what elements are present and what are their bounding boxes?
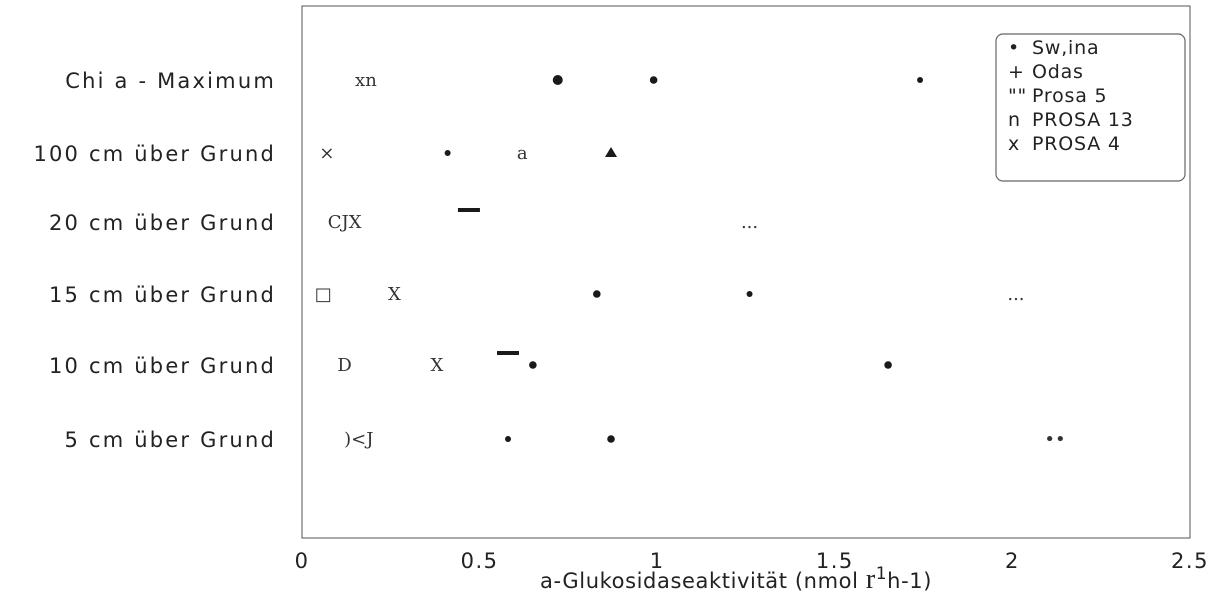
- data-point: [649, 76, 658, 84]
- data-point: xn: [355, 70, 377, 91]
- data-point: ••: [1044, 429, 1065, 450]
- legend-symbol: +: [1008, 61, 1025, 83]
- category-label: 5 cm über Grund: [65, 428, 276, 452]
- x-axis-title-unit: r: [866, 564, 876, 595]
- data-point: [505, 436, 512, 442]
- data-point: [529, 361, 537, 369]
- data-point: [607, 435, 615, 443]
- x-tick-label: 0.5: [461, 549, 499, 573]
- data-point: a: [517, 143, 528, 164]
- legend-label: PROSA 13: [1032, 109, 1134, 131]
- data-point: [917, 77, 924, 83]
- data-point: [605, 147, 618, 157]
- data-point: ×: [319, 143, 334, 164]
- x-axis-title-main: a-Glukosidaseaktivität (nmol: [540, 569, 859, 593]
- legend-entries: • Sw,ina + Odas"" Prosa 5 n PROSA 13 x PROSA 4: [1008, 37, 1134, 155]
- data-point: X: [388, 284, 401, 305]
- legend-label: Prosa 5: [1032, 85, 1107, 107]
- category-label: 15 cm über Grund: [49, 283, 276, 307]
- x-axis-title: a-Glukosidaseaktivität (nmol r1h-1): [540, 564, 932, 595]
- data-point: [884, 361, 892, 369]
- data-point: [457, 208, 480, 212]
- category-label: 10 cm über Grund: [49, 354, 276, 378]
- x-tick-label: 1.5: [816, 549, 854, 573]
- data-point: □: [315, 284, 332, 305]
- data-point: [552, 75, 563, 85]
- category-labels: Chi a - Maximum 100 cm über Grund 20 cm üb…: [33, 69, 276, 452]
- legend-symbol: "": [1008, 85, 1027, 107]
- data-point: ...: [1007, 284, 1024, 305]
- x-tick-label: 2.5: [1171, 549, 1209, 573]
- legend-label: Odas: [1032, 61, 1084, 83]
- category-label: Chi a - Maximum: [65, 69, 276, 93]
- legend-label: Sw,ina: [1032, 37, 1099, 59]
- x-axis-title-superscript: 1: [876, 564, 887, 584]
- data-point: CJX: [328, 212, 362, 233]
- x-tick-label: 1: [650, 549, 665, 573]
- legend-symbol: x: [1008, 133, 1020, 155]
- legend-symbol: •: [1008, 37, 1020, 59]
- legend: • Sw,ina + Odas"" Prosa 5 n PROSA 13 x PROSA 4: [995, 33, 1186, 182]
- legend-box: [995, 33, 1186, 182]
- x-axis-title-tail: h-1): [887, 569, 932, 593]
- x-tick-label: 0: [295, 549, 310, 573]
- data-point: )<J: [344, 429, 373, 450]
- x-tick-label: 2: [1005, 549, 1020, 573]
- data-point: [746, 291, 753, 297]
- data-point: [497, 351, 520, 355]
- data-point: [444, 150, 451, 156]
- category-label: 20 cm über Grund: [49, 211, 276, 235]
- data-point: [593, 290, 601, 298]
- category-label: 100 cm über Grund: [33, 142, 276, 166]
- legend-label: PROSA 4: [1032, 133, 1121, 155]
- data-points: xn × a CJX ... □ X ... D X )<J ••: [315, 70, 1066, 450]
- data-point: ...: [741, 212, 758, 233]
- legend-symbol: n: [1008, 109, 1021, 131]
- x-tick-labels: 0 0.5 1 1.5 2 2.5: [295, 549, 1209, 573]
- data-point: X: [431, 355, 444, 376]
- data-point: D: [337, 355, 351, 376]
